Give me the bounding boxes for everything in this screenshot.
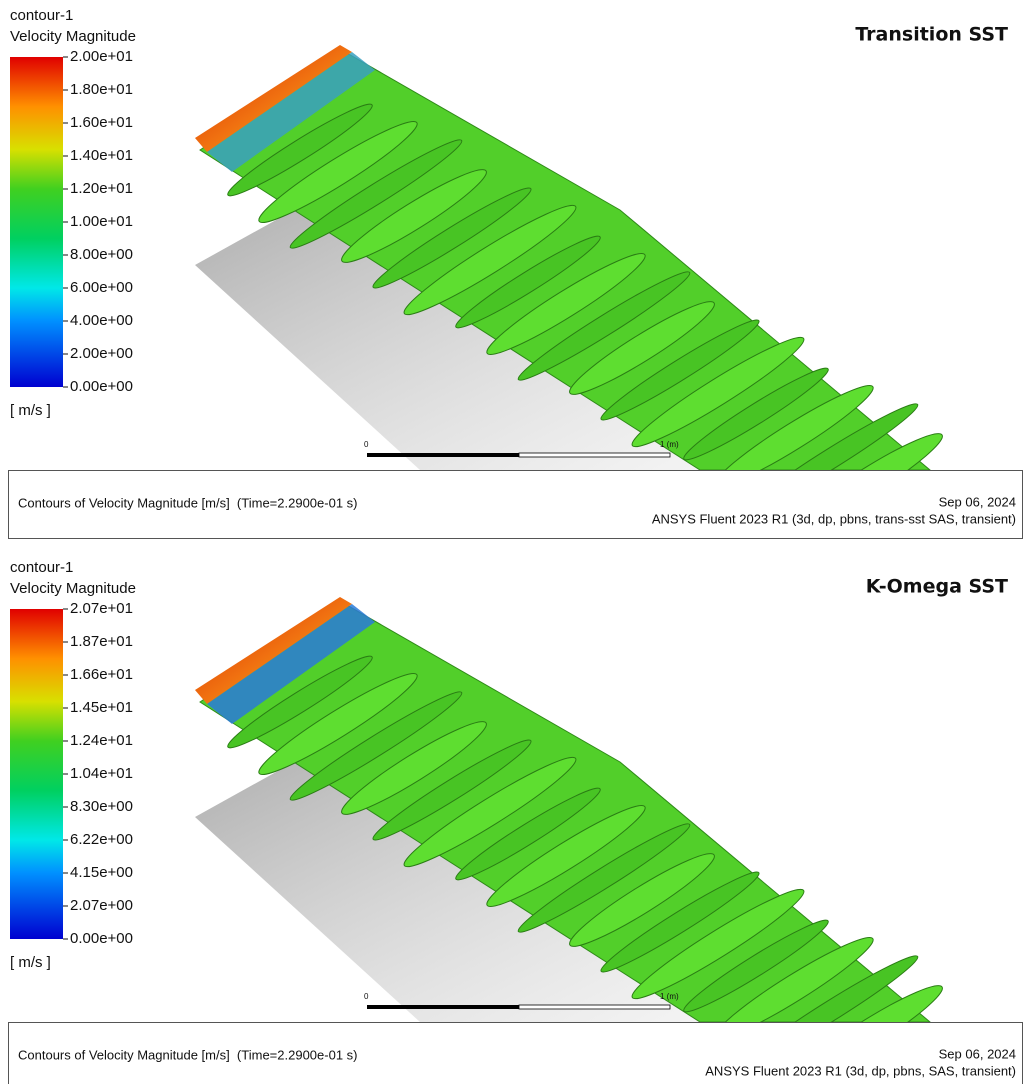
model-title: K-Omega SST (866, 576, 1008, 598)
scale-end: 1 (m) (660, 992, 679, 1001)
scale-bar-light (518, 1004, 671, 1010)
caption-solver: ANSYS Fluent 2023 R1 (3d, dp, pbns, SAS,… (705, 1063, 1016, 1078)
vortex-tube (486, 252, 646, 356)
legend-variable: Velocity Magnitude (10, 580, 136, 597)
colorbar-label: 2.07e+00 (70, 897, 133, 914)
colorbar-label: 2.00e+01 (70, 48, 133, 65)
vortex-tube (683, 367, 829, 461)
vortex-tube (372, 739, 532, 841)
vortex-tube (631, 888, 805, 1000)
colorbar-label: 1.00e+01 (70, 213, 133, 230)
vortex-tube (227, 103, 373, 197)
transition-strip (207, 52, 375, 172)
caption-date: Sep 06, 2024 (939, 1046, 1016, 1061)
panel: contour-1 Velocity Magnitude 2.00e+01 1.80e… (8, 7, 1023, 539)
colorbar-label: 0.00e+00 (70, 930, 133, 947)
model-title: Transition SST (855, 24, 1008, 46)
vortex-tube (631, 336, 805, 448)
leading-edge (195, 597, 352, 704)
colorbar-label: 2.07e+01 (70, 600, 133, 617)
colorbar-label: 1.45e+01 (70, 699, 133, 716)
vortex-tube (341, 169, 487, 263)
vortex-tube (289, 691, 463, 801)
caption: Contours of Velocity Magnitude [m/s] (Ti… (18, 495, 358, 510)
transition-strip (207, 604, 375, 724)
panel: contour-1 Velocity Magnitude 2.07e+01 1.87e… (8, 559, 1023, 1084)
legend-units: [ m/s ] (10, 954, 51, 971)
vortex-tube (372, 187, 532, 289)
scale-start: 0 (364, 992, 369, 1001)
vortex-tube (227, 655, 373, 749)
scale-bar-dark (367, 1005, 519, 1009)
colorbar-label: 8.00e+00 (70, 246, 133, 263)
vortex-tube (455, 787, 601, 881)
colorbar-label: 0.00e+00 (70, 378, 133, 395)
colorbar-label: 1.66e+01 (70, 666, 133, 683)
vortex-tube (289, 139, 463, 249)
vortex-tube (341, 721, 487, 815)
colorbar-label: 1.24e+01 (70, 732, 133, 749)
vortex-tube (517, 271, 691, 381)
colorbar (10, 609, 63, 939)
colorbar-label: 1.04e+01 (70, 765, 133, 782)
vortex-tube (600, 319, 760, 421)
vortex-tube (403, 204, 577, 316)
vortex-tube (455, 235, 601, 329)
caption-box (8, 470, 1023, 539)
vortex-tube (569, 853, 715, 947)
colorbar-label: 6.22e+00 (70, 831, 133, 848)
caption-solver: ANSYS Fluent 2023 R1 (3d, dp, pbns, tran… (652, 511, 1016, 526)
colorbar-label: 4.15e+00 (70, 864, 133, 881)
caption-date: Sep 06, 2024 (939, 494, 1016, 509)
vortex-tube (258, 120, 418, 224)
legend-units: [ m/s ] (10, 402, 51, 419)
scale-bar-dark (367, 453, 519, 457)
colorbar-label: 4.00e+00 (70, 312, 133, 329)
vortex-tube (569, 301, 715, 395)
colorbar-label: 1.40e+01 (70, 147, 133, 164)
legend-title: contour-1 (10, 7, 73, 24)
colorbar-label: 8.30e+00 (70, 798, 133, 815)
vortex-tube (258, 672, 418, 776)
colorbar-label: 2.00e+00 (70, 345, 133, 362)
flow-visualization (195, 597, 943, 1079)
colorbar-label: 1.20e+01 (70, 180, 133, 197)
colorbar-label: 6.00e+00 (70, 279, 133, 296)
leading-edge (195, 45, 352, 152)
colorbar (10, 57, 63, 387)
legend-title: contour-1 (10, 559, 73, 576)
colorbar-label: 1.60e+01 (70, 114, 133, 131)
vortex-tube (517, 823, 691, 933)
legend-variable: Velocity Magnitude (10, 28, 136, 45)
scale-bar-light (518, 452, 671, 458)
vortex-tube (683, 919, 829, 1013)
vortex-tube (403, 756, 577, 868)
caption: Contours of Velocity Magnitude [m/s] (Ti… (18, 1047, 358, 1062)
vortex-tube (486, 804, 646, 908)
scale-start: 0 (364, 440, 369, 449)
caption-box (8, 1022, 1023, 1084)
flow-visualization (195, 45, 943, 527)
vortex-tube (600, 871, 760, 973)
colorbar-label: 1.87e+01 (70, 633, 133, 650)
colorbar-label: 1.80e+01 (70, 81, 133, 98)
scale-end: 1 (m) (660, 440, 679, 449)
